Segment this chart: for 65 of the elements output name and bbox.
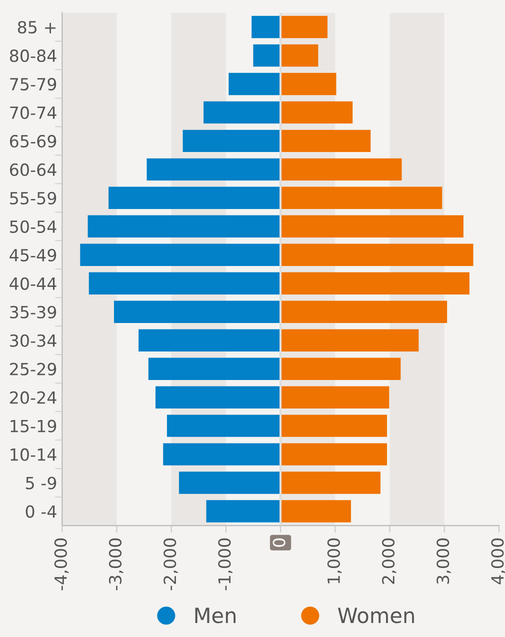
y-tick-label: 25-29 (10, 362, 56, 376)
bar (88, 215, 281, 238)
bar (138, 329, 281, 352)
y-tick-label: 35-39 (10, 306, 56, 318)
bar (163, 443, 281, 466)
x-tick-label: 4,000 (491, 538, 505, 584)
bar (280, 130, 371, 152)
bar (280, 358, 401, 380)
y-tick-label: 15-19 (10, 420, 56, 432)
legend-label: Men (195, 608, 236, 624)
x-tick-label: -4,000 (54, 538, 69, 590)
bar (280, 244, 474, 266)
x-tick-label: -2,000 (164, 538, 178, 590)
bar (280, 215, 464, 238)
bar (280, 386, 390, 408)
bar (280, 44, 318, 67)
x-tick-label: 0 (272, 538, 286, 547)
y-tick-label: 0 -4 (26, 505, 56, 518)
bar (148, 358, 281, 380)
bar (280, 186, 442, 210)
x-tick-label: 1,000 (327, 538, 342, 584)
y-tick-label: 65-69 (10, 134, 56, 148)
y-tick-label: 75-79 (10, 78, 56, 91)
bar (155, 386, 281, 408)
bar (280, 414, 388, 437)
x-tick-label: 2,000 (382, 538, 396, 584)
y-tick-label: 85 + (18, 20, 56, 34)
bar (253, 44, 281, 67)
bar (206, 500, 281, 522)
bar (80, 244, 281, 266)
bar (280, 500, 351, 522)
bar (204, 101, 281, 124)
bar (280, 158, 402, 181)
y-tick-label: 30-34 (10, 334, 56, 347)
y-tick-label: 80-84 (10, 49, 56, 62)
bar (166, 414, 281, 437)
y-tick-label: 20-24 (10, 391, 56, 404)
y-tick-label: 50-54 (10, 220, 56, 233)
bar (146, 158, 281, 181)
bar (252, 16, 281, 38)
bar (280, 272, 470, 294)
bar (280, 300, 448, 323)
bar (108, 186, 281, 210)
bar (182, 130, 281, 152)
bar (228, 72, 281, 96)
bar (280, 443, 388, 466)
bar (280, 101, 353, 124)
x-tick-label: -1,000 (218, 538, 232, 590)
bar (280, 329, 419, 352)
y-tick-label: 40-44 (10, 277, 56, 290)
y-tick-label: 5 -9 (26, 476, 56, 490)
y-tick-label: 55-59 (10, 192, 56, 204)
bar (280, 72, 336, 96)
y-tick-label: 70-74 (10, 106, 56, 120)
bar (114, 300, 281, 323)
bar (280, 16, 328, 38)
bar (178, 472, 281, 494)
bar (88, 272, 281, 294)
y-tick-label: 60-64 (10, 163, 56, 176)
y-tick-label: 10-14 (10, 448, 56, 461)
x-tick-label: -3,000 (108, 538, 124, 590)
bar (280, 472, 380, 494)
legend-label: Women (338, 608, 414, 624)
y-tick-label: 45-49 (10, 248, 56, 262)
x-tick-label: 3,000 (436, 538, 451, 584)
